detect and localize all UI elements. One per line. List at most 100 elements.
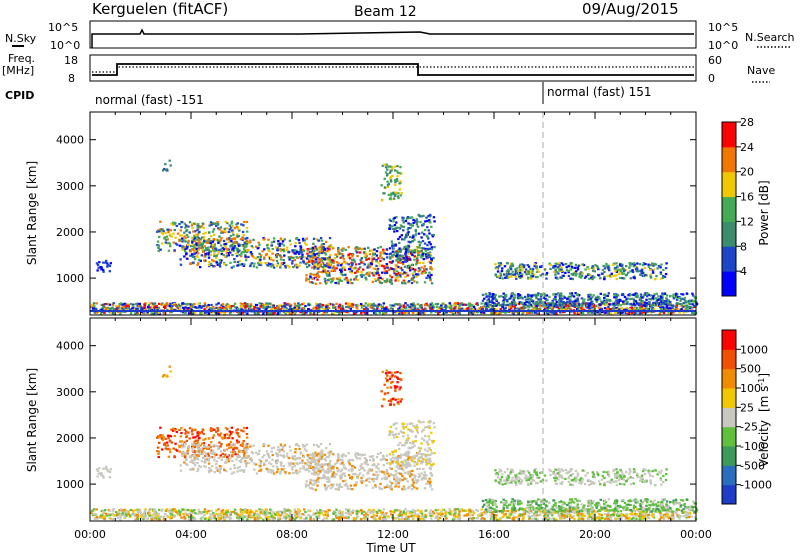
power-echo xyxy=(410,224,414,227)
power-echo xyxy=(371,305,375,308)
velocity-echo xyxy=(242,453,246,457)
power-echo xyxy=(429,243,432,246)
power-echo xyxy=(411,311,414,314)
power-echo xyxy=(184,236,187,239)
power-echo xyxy=(265,305,269,309)
power-echo xyxy=(372,274,375,277)
power-echo xyxy=(285,246,289,249)
power-echo xyxy=(406,252,410,255)
power-echo xyxy=(220,304,223,307)
power-echo xyxy=(639,293,643,296)
power-echo xyxy=(425,216,428,219)
power-echo xyxy=(194,306,197,309)
power-echo xyxy=(220,231,223,234)
power-echo xyxy=(271,247,274,251)
velocity-echo xyxy=(284,470,287,474)
power-echo xyxy=(494,263,497,266)
velocity-echo xyxy=(310,457,313,460)
power-echo xyxy=(491,305,495,308)
power-echo xyxy=(319,302,322,306)
power-echo xyxy=(595,298,598,301)
power-echo xyxy=(587,311,590,314)
power-echo xyxy=(551,299,554,302)
power-echo xyxy=(178,307,182,311)
velocity-echo xyxy=(316,470,319,473)
power-echo xyxy=(599,277,602,280)
velocity-echo xyxy=(242,470,246,473)
power-echo xyxy=(514,268,517,271)
power-echo xyxy=(226,247,229,251)
power-echo xyxy=(397,237,400,241)
power-echo xyxy=(514,270,518,273)
power-echo xyxy=(385,252,388,256)
power-echo xyxy=(200,311,204,315)
power-echo xyxy=(425,234,429,237)
power-echo xyxy=(337,247,340,251)
power-echo xyxy=(271,305,275,309)
power-echo xyxy=(363,263,366,266)
power-echo xyxy=(303,242,307,245)
power-echo xyxy=(677,308,680,311)
power-echo xyxy=(377,278,380,281)
power-echo xyxy=(401,219,404,222)
power-echo xyxy=(180,221,184,224)
power-echo xyxy=(322,243,325,246)
power-echo xyxy=(250,252,254,256)
power-echo xyxy=(428,276,432,279)
power-echo xyxy=(600,302,604,305)
power-echo xyxy=(314,275,318,278)
power-echo xyxy=(438,306,441,309)
power-echo xyxy=(273,311,276,314)
power-echo xyxy=(647,265,651,268)
power-echo xyxy=(515,267,519,270)
velocity-echo xyxy=(223,467,226,471)
power-echo xyxy=(523,302,526,305)
velocity-echo xyxy=(281,454,284,458)
power-echo xyxy=(591,275,595,278)
power-echo xyxy=(291,310,294,314)
power-echo xyxy=(109,307,112,310)
power-echo xyxy=(233,260,236,264)
power-echo xyxy=(230,222,233,225)
power-echo xyxy=(323,278,327,281)
power-echo xyxy=(166,228,170,231)
velocity-echo xyxy=(235,432,238,435)
power-echo xyxy=(567,274,571,278)
power-echo xyxy=(642,304,645,307)
velocity-echo xyxy=(183,445,186,448)
power-echo xyxy=(506,276,509,280)
power-echo xyxy=(531,275,535,278)
velocity-echo xyxy=(224,453,227,456)
power-echo xyxy=(194,233,197,236)
power-echo xyxy=(634,268,638,271)
power-echo xyxy=(156,240,160,243)
velocity-echo xyxy=(256,453,260,456)
power-echo xyxy=(537,312,541,315)
power-echo xyxy=(257,312,260,315)
power-echo xyxy=(517,292,520,296)
power-echo xyxy=(579,271,583,274)
velocity-echo xyxy=(232,452,235,455)
power-echo xyxy=(577,306,581,309)
power-echo xyxy=(388,256,392,259)
power-echo xyxy=(360,275,364,278)
power-echo xyxy=(247,305,250,308)
velocity-echo xyxy=(270,450,273,453)
power-echo xyxy=(403,311,406,315)
power-echo xyxy=(250,245,254,248)
power-echo xyxy=(566,300,569,304)
power-echo xyxy=(418,250,421,254)
velocity-echo xyxy=(243,455,246,459)
power-echo xyxy=(513,293,516,296)
power-echo xyxy=(575,272,578,276)
power-echo xyxy=(335,310,338,314)
velocity-echo xyxy=(183,455,187,458)
power-echo xyxy=(250,262,254,265)
velocity-echo xyxy=(319,442,323,446)
power-echo xyxy=(578,273,582,276)
power-echo xyxy=(188,221,192,224)
power-echo xyxy=(318,260,322,263)
power-echo xyxy=(401,263,405,266)
power-echo xyxy=(104,259,108,262)
